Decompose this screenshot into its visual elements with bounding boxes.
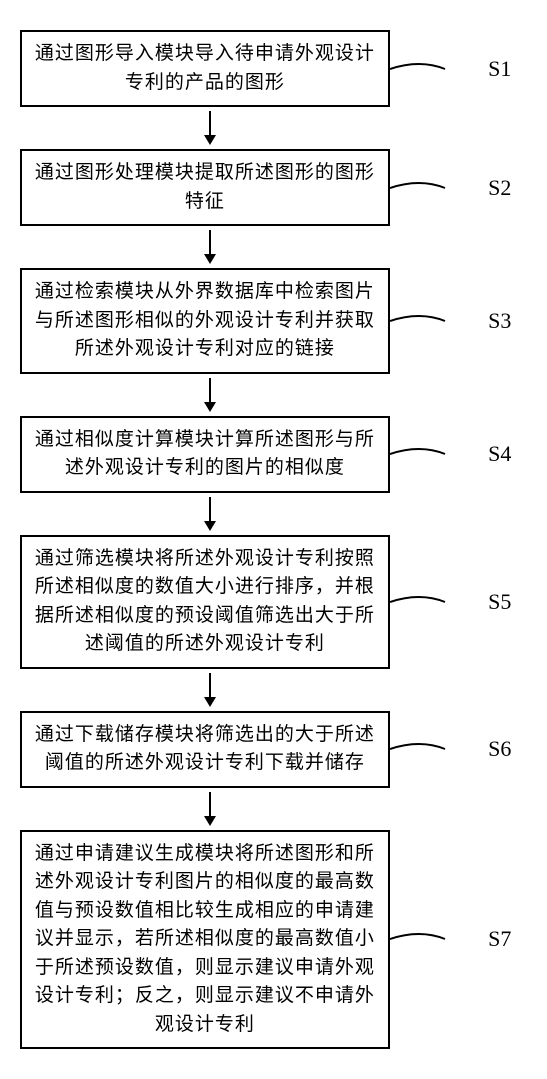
arrow-down-icon [200, 792, 220, 826]
arrow-down-icon [200, 673, 220, 707]
step-text: 通过图形处理模块提取所述图形的图形特征 [35, 162, 375, 212]
step-row: 通过图形处理模块提取所述图形的图形特征 S2 [20, 149, 527, 226]
connector-line [390, 929, 448, 949]
step-row: 通过申请建议生成模块将所述图形和所述外观设计专利图片的相似度的最高数值与预设数值… [20, 830, 527, 1050]
step-label: S7 [488, 926, 527, 952]
step-label: S5 [488, 589, 527, 615]
step-box-s1: 通过图形导入模块导入待申请外观设计专利的产品的图形 [20, 30, 390, 107]
step-text: 通过图形导入模块导入待申请外观设计专利的产品的图形 [35, 43, 375, 93]
step-label: S6 [488, 736, 527, 762]
step-row: 通过下载储存模块将筛选出的大于所述阈值的所述外观设计专利下载并储存 S6 [20, 711, 527, 788]
step-text: 通过相似度计算模块计算所述图形与所述外观设计专利的图片的相似度 [35, 429, 375, 479]
arrow-connector [20, 374, 527, 416]
step-box-s3: 通过检索模块从外界数据库中检索图片与所述图形相似的外观设计专利并获取所述外观设计… [20, 268, 390, 374]
arrow-down-icon [200, 378, 220, 412]
arrow-connector [20, 493, 527, 535]
connector-line [390, 59, 448, 79]
connector-line [390, 444, 448, 464]
step-label: S2 [488, 175, 527, 201]
arrow-connector [20, 788, 527, 830]
step-text: 通过筛选模块将所述外观设计专利按照所述相似度的数值大小进行排序，并根据所述相似度… [35, 548, 375, 655]
connector-line [390, 178, 448, 198]
step-row: 通过相似度计算模块计算所述图形与所述外观设计专利的图片的相似度 S4 [20, 416, 527, 493]
step-box-s6: 通过下载储存模块将筛选出的大于所述阈值的所述外观设计专利下载并储存 [20, 711, 390, 788]
step-row: 通过筛选模块将所述外观设计专利按照所述相似度的数值大小进行排序，并根据所述相似度… [20, 535, 527, 669]
step-box-s5: 通过筛选模块将所述外观设计专利按照所述相似度的数值大小进行排序，并根据所述相似度… [20, 535, 390, 669]
connector-line [390, 311, 448, 331]
step-box-s2: 通过图形处理模块提取所述图形的图形特征 [20, 149, 390, 226]
step-row: 通过检索模块从外界数据库中检索图片与所述图形相似的外观设计专利并获取所述外观设计… [20, 268, 527, 374]
arrow-down-icon [200, 111, 220, 145]
connector-line [390, 592, 448, 612]
step-box-s4: 通过相似度计算模块计算所述图形与所述外观设计专利的图片的相似度 [20, 416, 390, 493]
step-text: 通过检索模块从外界数据库中检索图片与所述图形相似的外观设计专利并获取所述外观设计… [35, 281, 375, 359]
step-label: S4 [488, 441, 527, 467]
step-row: 通过图形导入模块导入待申请外观设计专利的产品的图形 S1 [20, 30, 527, 107]
arrow-connector [20, 669, 527, 711]
step-label: S1 [488, 56, 527, 82]
step-text: 通过下载储存模块将筛选出的大于所述阈值的所述外观设计专利下载并储存 [35, 724, 375, 774]
arrow-down-icon [200, 497, 220, 531]
step-text: 通过申请建议生成模块将所述图形和所述外观设计专利图片的相似度的最高数值与预设数值… [35, 843, 375, 1035]
connector-line [390, 739, 448, 759]
flowchart-container: 通过图形导入模块导入待申请外观设计专利的产品的图形 S1 通过图形处理模块提取所… [20, 30, 527, 1049]
arrow-connector [20, 226, 527, 268]
step-label: S3 [488, 308, 527, 334]
arrow-down-icon [200, 230, 220, 264]
arrow-connector [20, 107, 527, 149]
step-box-s7: 通过申请建议生成模块将所述图形和所述外观设计专利图片的相似度的最高数值与预设数值… [20, 830, 390, 1050]
